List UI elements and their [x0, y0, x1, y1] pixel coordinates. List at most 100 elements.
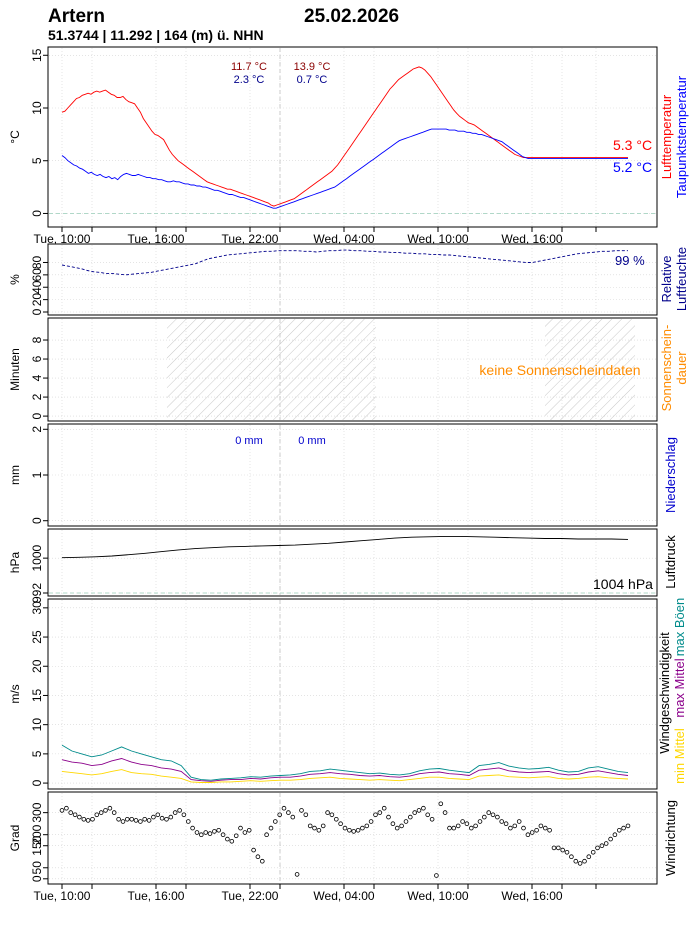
wind-direction-point	[329, 812, 335, 818]
y-axis-label: Grad	[8, 825, 22, 852]
wind-direction-point	[595, 845, 600, 851]
wind-direction-point	[364, 823, 370, 829]
wind-direction-point	[412, 810, 418, 815]
wind-direction-point	[516, 819, 522, 824]
wind-direction-point	[381, 805, 387, 811]
wind-mean-max-line	[61, 758, 629, 782]
wind-direction-point	[251, 847, 256, 853]
wind-direction-point	[94, 812, 100, 818]
y-tick-label: 992	[30, 583, 44, 603]
y-tick-label: 200	[30, 824, 44, 844]
y-tick-label: 30	[30, 601, 44, 615]
x-tick-label: Wed, 04:00	[313, 232, 374, 246]
wind-direction-point	[299, 808, 304, 813]
precipitation-total-label: 0 mm	[235, 435, 263, 447]
wind-direction-point	[447, 825, 452, 831]
wind-gust-axis-title: max Böen	[672, 598, 687, 657]
wind-direction-point	[146, 818, 152, 823]
wind-direction-point	[434, 873, 439, 878]
wind-direction-point	[394, 825, 400, 831]
y-tick-label: 0	[30, 875, 44, 882]
wind-direction-point	[220, 832, 226, 837]
air-temperature-axis-title: Lufttemperatur	[659, 94, 674, 179]
y-axis-label: %	[8, 274, 22, 285]
wind-direction-point	[303, 812, 309, 818]
x-tick-label: Tue, 22:00	[222, 889, 279, 903]
wind-direction-point	[603, 841, 609, 846]
x-tick-label: Tue, 16:00	[128, 889, 185, 903]
y-axis-label: hPa	[8, 552, 22, 574]
wind-direction-point	[316, 827, 322, 833]
x-tick-label: Wed, 10:00	[407, 232, 468, 246]
y-tick-label: 80	[30, 255, 44, 269]
wind-direction-point	[242, 830, 248, 835]
wind-direction-point	[233, 833, 239, 839]
night-shading	[545, 319, 635, 420]
x-tick-label: Tue, 16:00	[128, 232, 185, 246]
wind-direction-point	[486, 810, 492, 815]
wind-direction-point	[481, 814, 487, 820]
wind-direction-point	[590, 849, 596, 855]
wind-direction-point	[377, 810, 383, 815]
wind-direction-point	[355, 827, 361, 833]
wind-direction-point	[490, 812, 496, 818]
wind-direction-point	[133, 818, 139, 823]
wind-gust-line	[61, 744, 629, 781]
air-pressure-line	[61, 535, 629, 559]
wind-direction-point	[542, 825, 548, 831]
wind-direction-point	[399, 823, 404, 829]
sunshine-axis-title: Sonnenschein-	[659, 325, 674, 412]
precipitation-axis-title: Niederschlag	[663, 437, 678, 513]
wind-direction-point	[246, 827, 252, 833]
wind-direction-point	[259, 858, 265, 864]
wind-direction-point	[451, 825, 457, 831]
y-axis-label: mm	[8, 465, 22, 485]
wind-direction-point	[333, 816, 339, 822]
wind-direction-point	[181, 812, 187, 818]
wind-direction-point	[159, 815, 165, 821]
wind-direction-point	[186, 819, 191, 824]
wind-direction-point	[290, 814, 296, 820]
station-coordinates: 51.3744 | 11.292 | 164 (m) ü. NHN	[48, 27, 264, 43]
wind-direction-point	[103, 808, 108, 813]
wind-direction-point	[464, 821, 470, 826]
wind-direction-point	[142, 816, 148, 822]
wind-direction-point	[351, 829, 357, 834]
wind-direction-point	[525, 832, 531, 837]
wind-direction-point	[442, 810, 448, 815]
y-tick-label: 0	[30, 412, 44, 419]
wind-direction-point	[90, 816, 95, 822]
wind-direction-point	[573, 858, 579, 864]
wind-direction-point	[172, 810, 178, 815]
station-name: Artern	[48, 6, 106, 27]
wind-direction-point	[194, 830, 200, 835]
y-tick-label: 1	[30, 471, 44, 478]
air-temperature-line	[61, 66, 628, 207]
dew-point-line	[61, 128, 628, 209]
wind-direction-point	[368, 819, 374, 824]
wind-direction-point	[225, 836, 230, 842]
wind-direction-point	[508, 825, 513, 831]
wind-direction-point	[625, 823, 631, 829]
y-tick-label: 0	[30, 779, 44, 786]
wind-direction-point	[455, 823, 461, 829]
y-axis-label: Minuten	[8, 348, 22, 391]
wind-mean-min-line	[61, 769, 629, 783]
wind-direction-point	[151, 814, 156, 820]
wind-direction-point	[155, 812, 161, 818]
wind-direction-point	[403, 819, 409, 824]
wind-direction-point	[582, 858, 587, 864]
wind-direction-point	[59, 808, 65, 813]
pressure-last-value: 1004 hPa	[593, 576, 653, 592]
wind-direction-point	[577, 861, 583, 866]
wind-direction-point	[342, 825, 348, 831]
wind-direction-point	[534, 827, 539, 833]
wind-direction-point	[268, 825, 274, 831]
y-tick-label: 40	[30, 280, 44, 294]
wind-direction-point	[347, 827, 352, 833]
y-tick-label: 10	[30, 101, 44, 115]
x-tick-label: Wed, 04:00	[313, 889, 374, 903]
y-tick-label: 150	[30, 835, 44, 855]
wind-direction-point	[294, 872, 300, 877]
x-tick-label: Tue, 10:00	[34, 232, 91, 246]
